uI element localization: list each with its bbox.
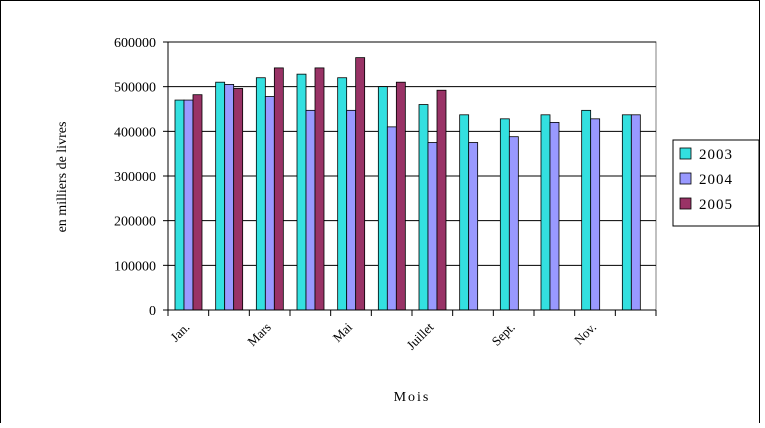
y-tick-label: 0: [149, 304, 156, 319]
bar-2004-6: [427, 142, 438, 311]
bar-2004-3: [305, 109, 316, 311]
bar-2005-4: [355, 57, 366, 311]
y-tick-label: 300000: [114, 170, 156, 185]
bar-2005-1: [233, 88, 244, 311]
bar-2004-11: [630, 114, 641, 311]
bar-2004-7: [468, 142, 479, 311]
bar-2004-2: [264, 96, 275, 311]
bar-2004-5: [386, 126, 397, 311]
y-tick-label: 400000: [114, 125, 156, 140]
legend-label-2004: 2004: [699, 172, 733, 188]
bar-2003-3: [296, 73, 307, 311]
bar-2003-8: [499, 118, 510, 311]
bar-2005-2: [273, 67, 284, 311]
bar-2003-2: [255, 77, 266, 311]
bar-2004-9: [549, 122, 560, 311]
legend-label-2003: 2003: [699, 147, 733, 163]
y-axis: 0 100000 200000 300000 400000 500000 600000: [114, 36, 169, 319]
legend-swatch-2005: [679, 197, 692, 210]
bar-2003-1: [215, 81, 226, 311]
bar-2003-9: [540, 114, 551, 311]
bar-2004-1: [224, 84, 235, 311]
legend: 2003 2004 2005: [672, 139, 760, 227]
bar-2005-3: [314, 67, 325, 311]
bar-2003-11: [621, 114, 632, 311]
legend-swatch-2004: [679, 172, 692, 185]
bar-2003-4: [337, 77, 348, 311]
bar-2005-6: [436, 89, 447, 311]
x-axis-label: Mois: [394, 390, 431, 405]
y-tick-label: 100000: [114, 259, 156, 274]
bar-2003-6: [418, 104, 429, 311]
bars: [174, 57, 641, 311]
bar-2004-0: [183, 99, 194, 311]
bar-2004-10: [590, 118, 601, 311]
bar-2003-7: [459, 114, 470, 311]
y-axis-label: en milliers de livres: [55, 122, 70, 233]
bar-2004-4: [346, 109, 357, 311]
bar-2003-0: [174, 99, 185, 311]
bar-2005-0: [192, 94, 203, 311]
legend-label-2005: 2005: [699, 197, 733, 213]
y-tick-label: 200000: [114, 215, 156, 230]
bar-2005-5: [395, 81, 406, 311]
gridlines: [168, 41, 656, 266]
legend-swatch-2003: [679, 147, 692, 160]
bar-2003-5: [377, 86, 388, 311]
y-tick-label: 600000: [114, 36, 156, 51]
y-tick-label: 500000: [114, 81, 156, 96]
bar-2004-8: [508, 136, 519, 311]
bar-2003-10: [581, 109, 592, 311]
